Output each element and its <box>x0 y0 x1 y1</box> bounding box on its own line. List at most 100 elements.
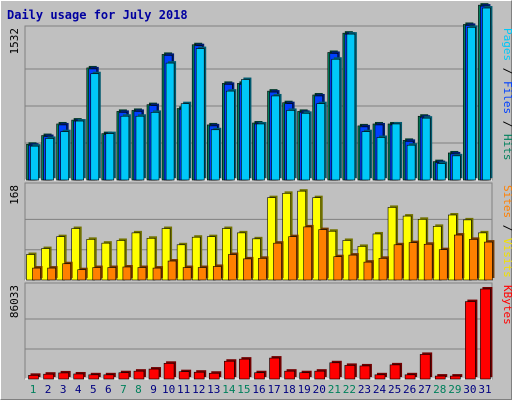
kbytes-bar <box>314 370 326 380</box>
pages-bar <box>316 103 326 181</box>
x-tick-label: 20 <box>313 383 326 396</box>
sites-bar <box>47 267 56 281</box>
kbytes-bar <box>359 365 371 380</box>
kbytes-bar <box>73 373 84 380</box>
pages-bar <box>75 120 84 181</box>
pages-bar <box>452 155 461 181</box>
sites-bar <box>107 267 117 281</box>
sites-bar <box>318 229 328 281</box>
sites-bar <box>258 258 267 281</box>
x-tick-label: 9 <box>150 383 157 396</box>
pages-bar <box>376 137 386 181</box>
x-tick-label: 5 <box>90 383 97 396</box>
pages-bar <box>60 131 69 181</box>
kbytes-plot-area <box>24 282 493 380</box>
kbytes-bar <box>374 374 386 380</box>
x-tick-label: 8 <box>135 383 142 396</box>
pages-bar <box>105 133 115 181</box>
pages-bar <box>361 131 371 181</box>
kbytes-bar <box>118 372 130 380</box>
kbytes-bar <box>465 301 476 380</box>
x-tick-label: 18 <box>283 383 296 396</box>
kbytes-bar <box>299 372 310 380</box>
kbytes-bar <box>224 360 235 380</box>
sites-bar <box>137 267 147 281</box>
sites-bar <box>167 260 177 281</box>
kbytes-legend: KBytes <box>501 285 512 325</box>
kbytes-bar <box>434 375 446 380</box>
sites-bar <box>408 242 418 281</box>
pages-bar <box>195 48 205 181</box>
sites-bar <box>32 267 41 281</box>
hits-legend: Pages / Files / Hits <box>501 28 512 161</box>
visits-bar <box>56 236 65 281</box>
sites-bar <box>92 267 102 281</box>
kbytes-bar <box>480 288 491 380</box>
kbytes-bar-shadow <box>452 374 463 377</box>
visits-bar <box>161 228 171 281</box>
x-tick-label: 4 <box>75 383 82 396</box>
hits-legend-item: / <box>501 61 512 81</box>
visits-bar <box>146 237 156 281</box>
pages-bar <box>301 113 310 181</box>
x-tick-label: 19 <box>298 383 311 396</box>
visits-bar <box>116 240 126 281</box>
chart-title: Daily usage for July 2018 <box>7 8 188 22</box>
sites-bar <box>122 266 132 281</box>
sites-bar <box>243 258 252 281</box>
sites-bar <box>438 249 448 281</box>
visits-legend-item: / <box>501 218 512 238</box>
pages-bar <box>256 123 265 181</box>
sites-bar <box>363 261 373 281</box>
chart-panels: 1532 Pages / Files / Hits 168 Sites / Visit… <box>8 3 512 380</box>
kbytes-bar <box>88 374 100 380</box>
sites-bar <box>333 256 343 281</box>
pages-bar <box>271 95 280 181</box>
x-tick-label: 23 <box>358 383 371 396</box>
hits-panel: 1532 Pages / Files / Hits <box>8 3 512 181</box>
pages-bar <box>90 73 100 181</box>
pages-bar <box>467 27 476 181</box>
x-tick-label: 22 <box>343 383 356 396</box>
x-tick-label: 31 <box>478 383 491 396</box>
visits-bar <box>191 236 201 281</box>
sites-bar <box>393 244 403 281</box>
kbytes-bar <box>133 370 145 380</box>
sites-bar <box>212 266 222 281</box>
visits-bar <box>71 228 80 281</box>
kbytes-bar <box>103 374 115 380</box>
kbytes-bar <box>208 372 220 380</box>
pages-bar <box>120 115 130 181</box>
sites-bar <box>454 234 463 281</box>
x-tick-label: 24 <box>373 383 387 396</box>
x-tick-label: 30 <box>463 383 476 396</box>
x-tick-label: 15 <box>237 383 250 396</box>
hits-legend-item: Hits <box>501 134 512 161</box>
kbytes-bar <box>329 362 341 380</box>
pages-bar <box>391 123 401 181</box>
pages-bar <box>406 144 416 181</box>
x-tick-label: 21 <box>328 383 341 396</box>
sites-bar <box>484 241 493 281</box>
kbytes-bar <box>269 357 280 380</box>
pages-bar <box>150 112 160 181</box>
hits-legend-item: / <box>501 114 512 134</box>
sites-bar <box>423 243 433 281</box>
pages-bar <box>346 33 356 181</box>
x-tick-label: 14 <box>222 383 236 396</box>
pages-bar <box>331 58 341 181</box>
kbytes-bar <box>28 375 39 380</box>
sites-bar <box>303 226 312 281</box>
hits-series-pages <box>30 6 493 181</box>
x-tick-label: 11 <box>177 383 190 396</box>
pages-bar <box>436 163 446 181</box>
pages-bar <box>226 90 235 181</box>
visits-bar <box>131 232 141 281</box>
sites-bar <box>469 239 478 281</box>
kbytes-series-kbytes <box>28 287 493 380</box>
x-tick-label: 3 <box>60 383 67 396</box>
hits-ymax-label: 1532 <box>8 28 21 55</box>
x-tick-label: 26 <box>403 383 416 396</box>
x-tick-label: 25 <box>388 383 401 396</box>
kbytes-bar <box>419 354 431 380</box>
